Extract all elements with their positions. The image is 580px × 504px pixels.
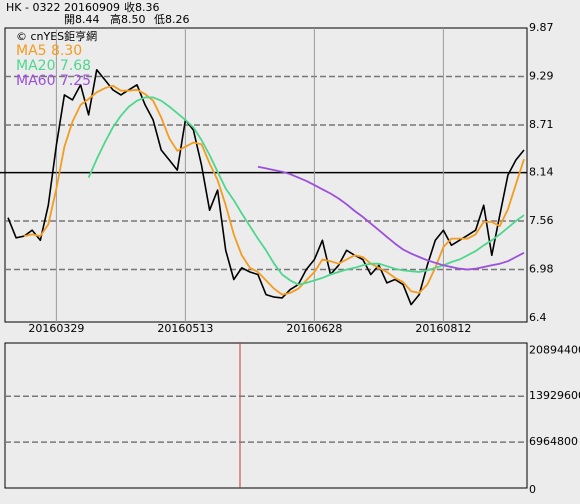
series-line <box>23 84 525 296</box>
y-tick-label: 6.4 <box>529 311 547 324</box>
y-tick-label: 6964800 <box>529 435 578 448</box>
close: 收8.36 <box>124 0 160 14</box>
x-tick-label: 20160329 <box>28 322 84 335</box>
high: 高8.50 <box>110 12 146 26</box>
y-tick-label: 9.29 <box>529 69 554 82</box>
open: 開8.44 <box>64 13 100 26</box>
legend-entry: MA60 7.25 <box>16 73 91 89</box>
series-line <box>87 96 525 286</box>
y-tick-label: 0 <box>529 483 536 496</box>
y-tick-label: 20894400 <box>529 343 580 356</box>
y-tick-label: 9.87 <box>529 21 554 34</box>
series-line <box>257 165 525 271</box>
low: 低8.26 <box>154 13 190 26</box>
x-tick-label: 20160628 <box>286 322 342 335</box>
y-tick-label: 7.56 <box>529 214 554 227</box>
legend-entry: MA20 7.68 <box>16 58 91 74</box>
symbol: HK - 0322 <box>6 1 60 14</box>
y-tick-label: 8.14 <box>529 166 554 179</box>
series-line <box>7 69 525 306</box>
x-tick-label: 20160513 <box>157 322 213 335</box>
legend-entry: MA5 8.30 <box>16 43 82 59</box>
y-tick-label: 8.71 <box>529 118 554 131</box>
volume-panel <box>4 342 528 489</box>
date: 20160909 <box>64 1 120 14</box>
x-tick-label: 20160812 <box>415 322 471 335</box>
y-tick-label: 13929600 <box>529 389 580 402</box>
y-tick-label: 6.98 <box>529 263 554 276</box>
